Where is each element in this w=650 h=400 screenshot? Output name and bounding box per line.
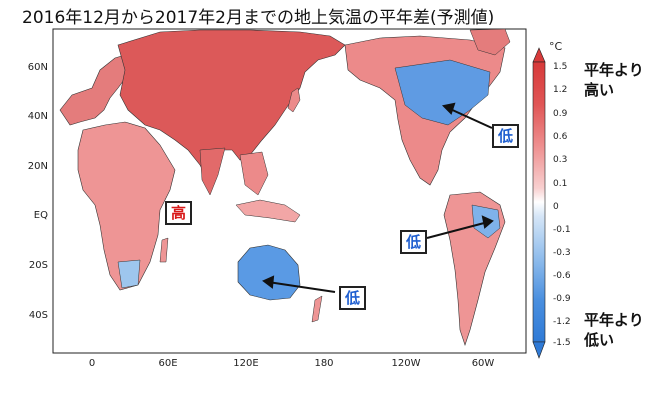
lat-label-40s: 40S bbox=[28, 310, 48, 321]
colorbar-top-arrow bbox=[532, 47, 546, 63]
lat-label-60n: 60N bbox=[27, 62, 48, 73]
arrow-north-america bbox=[447, 107, 493, 129]
lon-label-60e: 60E bbox=[158, 358, 178, 369]
lon-label-120w: 120W bbox=[391, 358, 421, 369]
new-zealand bbox=[311, 295, 323, 323]
legend-low-line1: 平年より bbox=[584, 311, 644, 329]
legend-high-label: 平年より 高い bbox=[584, 60, 644, 100]
south-africa-region bbox=[117, 259, 141, 289]
arrow-australia bbox=[267, 281, 336, 293]
colorbar-tick: 0 bbox=[553, 202, 559, 212]
colorbar-tick: 1.2 bbox=[553, 85, 568, 95]
colorbar-tick: -0.9 bbox=[553, 294, 571, 304]
legend-high-line2: 高い bbox=[584, 81, 615, 99]
africa-landmass bbox=[77, 121, 176, 291]
lon-label-60w: 60W bbox=[471, 358, 495, 369]
north-america-cold-region bbox=[394, 59, 491, 126]
map-title: 2016年12月から2017年2月までの地上気温の平年差(予測値) bbox=[22, 8, 495, 28]
arrow-south-america bbox=[426, 221, 489, 239]
india-peninsula bbox=[199, 147, 226, 196]
low-anomaly-badge-south-america: 低 bbox=[400, 230, 428, 254]
madagascar bbox=[159, 237, 169, 263]
greenland bbox=[469, 28, 511, 56]
australia-landmass bbox=[237, 244, 301, 301]
colorbar-tick: 0.9 bbox=[553, 109, 568, 119]
colorbar bbox=[532, 61, 546, 343]
colorbar-tick: -0.6 bbox=[553, 271, 571, 281]
lat-label-20s: 20S bbox=[28, 260, 48, 271]
indonesia bbox=[235, 199, 301, 223]
colorbar-tick: 1.5 bbox=[553, 62, 568, 72]
legend-high-line1: 平年より bbox=[584, 61, 644, 79]
colorbar-tick: -0.3 bbox=[553, 248, 571, 258]
legend-low-label: 平年より 低い bbox=[584, 310, 644, 350]
colorbar-unit: °C bbox=[549, 40, 563, 53]
lat-label-40n: 40N bbox=[27, 111, 48, 122]
colorbar-bottom-arrow bbox=[532, 341, 546, 359]
colorbar-tick: 0.1 bbox=[553, 179, 568, 189]
colorbar-tick: -0.1 bbox=[553, 225, 571, 235]
colorbar-tick: -1.2 bbox=[553, 317, 571, 327]
annotation-arrows bbox=[262, 102, 494, 293]
lat-label-eq: EQ bbox=[33, 210, 48, 221]
lon-label-120e: 120E bbox=[233, 358, 259, 369]
high-anomaly-badge: 高 bbox=[165, 201, 193, 225]
lat-label-20n: 20N bbox=[27, 161, 48, 172]
southeast-asia bbox=[239, 151, 269, 196]
low-anomaly-badge-north-america: 低 bbox=[492, 124, 520, 148]
legend-low-line2: 低い bbox=[584, 331, 615, 349]
colorbar-tick: 0.3 bbox=[553, 155, 568, 165]
japan bbox=[287, 87, 301, 113]
lon-label-180: 180 bbox=[314, 358, 334, 369]
low-anomaly-badge-australia: 低 bbox=[339, 286, 367, 310]
colorbar-tick: 0.6 bbox=[553, 132, 568, 142]
colorbar-tick: -1.5 bbox=[553, 338, 571, 348]
lon-label-0: 0 bbox=[88, 358, 96, 369]
